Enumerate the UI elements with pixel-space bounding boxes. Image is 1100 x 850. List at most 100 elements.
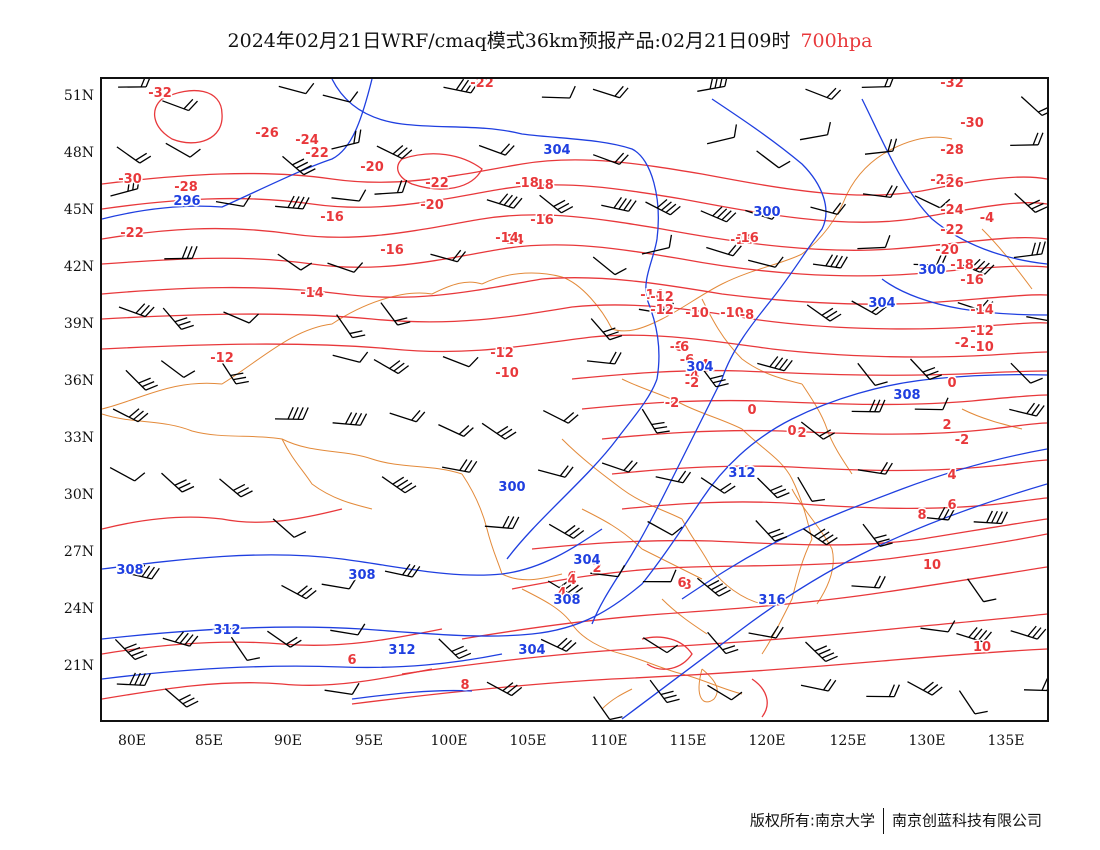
wind-barb — [110, 175, 140, 197]
temperature-label: -2 — [685, 376, 699, 391]
wind-barb — [805, 87, 842, 100]
wind-barb — [745, 205, 781, 220]
wind-barb — [698, 363, 729, 388]
wind-barb — [547, 579, 584, 596]
boundary-line — [601, 688, 633, 710]
temperature-label: -32 — [148, 86, 172, 101]
wind-barb — [1010, 362, 1043, 384]
title-main: 2024年02月21日WRF/cmaq模式36km预报产品:02月21日09时 — [227, 30, 791, 52]
lat-label-45N: 45N — [63, 202, 94, 218]
lon-label-135E: 135E — [987, 733, 1025, 749]
lat-label-51N: 51N — [63, 88, 94, 104]
temperature-label: 0 — [947, 376, 956, 391]
lat-label-30N: 30N — [63, 487, 94, 503]
wind-barb — [642, 569, 677, 583]
wind-barb — [593, 696, 623, 720]
footer: 版权所有:南京大学 南京创蓝科技有限公司 — [750, 808, 1042, 834]
temperature-contour — [102, 214, 1047, 251]
wind-barb — [862, 523, 893, 547]
height-contour — [102, 498, 703, 640]
temperature-contour — [511, 533, 1047, 590]
wind-barb — [755, 520, 788, 542]
temperature-label: -28 — [174, 180, 198, 195]
height-contour — [331, 79, 660, 380]
wind-barb — [165, 142, 201, 158]
temperature-label: 8 — [682, 578, 691, 593]
temperature-contour — [102, 334, 1047, 358]
wind-barb — [920, 620, 956, 633]
wind-barb — [586, 351, 622, 365]
temperature-label: -14 — [300, 286, 324, 301]
temperature-contour — [641, 636, 693, 670]
wind-barb — [967, 578, 997, 603]
wind-barb — [810, 202, 847, 216]
height-label: 304 — [868, 296, 895, 311]
height-label: 312 — [388, 643, 415, 658]
temperature-label: -14 — [500, 233, 524, 248]
temperature-label: -8 — [740, 308, 754, 323]
temperature-label: 2 — [592, 561, 601, 576]
temperature-label: -10 — [685, 306, 709, 321]
height-contour — [621, 483, 1047, 720]
temperature-contour — [351, 648, 1047, 705]
lon-label-125E: 125E — [829, 733, 867, 749]
wind-barb — [336, 314, 366, 339]
wind-barb — [118, 303, 155, 318]
wind-barb — [109, 467, 146, 482]
boundary-line — [981, 228, 1033, 290]
height-label: 312 — [213, 623, 240, 638]
boundary-line — [661, 598, 708, 635]
temperature-label: 6 — [677, 576, 686, 591]
temperature-label: -4 — [980, 211, 994, 226]
temperature-label: -16 — [730, 233, 754, 248]
wind-barb — [125, 369, 158, 391]
wind-barb — [282, 155, 316, 176]
wind-barb — [1010, 132, 1044, 147]
wind-barb — [800, 678, 837, 692]
temperature-label: 0 — [747, 403, 756, 418]
height-label: 300 — [498, 480, 525, 495]
lon-label-130E: 130E — [908, 733, 946, 749]
wind-barb — [706, 124, 738, 145]
height-contour — [102, 79, 373, 220]
wind-barb — [649, 679, 680, 704]
wind-barb — [958, 690, 988, 715]
height-contour — [506, 378, 658, 560]
temperature-label: -12 — [210, 351, 234, 366]
lon-label-95E: 95E — [354, 733, 384, 749]
wind-barb — [162, 631, 199, 647]
wind-barb — [267, 630, 302, 648]
wind-barb — [756, 150, 791, 169]
wind-barb — [373, 359, 409, 375]
wind-barb — [442, 355, 479, 368]
wind-barb — [851, 399, 886, 413]
wind-barbs — [109, 79, 1047, 720]
temperature-label: -18 — [950, 258, 974, 273]
wind-barb — [864, 138, 898, 155]
wind-barb — [322, 91, 359, 103]
wind-barb — [324, 682, 360, 696]
wind-barb — [803, 528, 838, 546]
wind-barb — [278, 82, 315, 95]
temperature-contour — [611, 459, 1047, 475]
height-label: 304 — [573, 553, 600, 568]
boundary-line — [461, 473, 563, 581]
temperature-contour — [751, 678, 768, 718]
wind-barb — [800, 421, 836, 440]
wind-barb — [1010, 625, 1047, 640]
wind-barb — [590, 318, 623, 341]
temperature-label: -20 — [420, 198, 444, 213]
temperature-label: -20 — [360, 160, 384, 175]
wind-barb — [114, 638, 148, 661]
temperature-contour — [102, 159, 1047, 196]
wind-barb — [443, 79, 479, 94]
temperature-label: -18 — [515, 176, 539, 191]
wind-barb — [484, 515, 520, 530]
height-label: 304 — [543, 143, 570, 158]
temperature-label: -24 — [295, 133, 319, 148]
height-contour — [701, 373, 1047, 500]
height-label: 308 — [116, 563, 143, 578]
wind-barb — [696, 577, 731, 597]
wind-barb — [330, 623, 366, 636]
wind-barb — [162, 98, 198, 112]
